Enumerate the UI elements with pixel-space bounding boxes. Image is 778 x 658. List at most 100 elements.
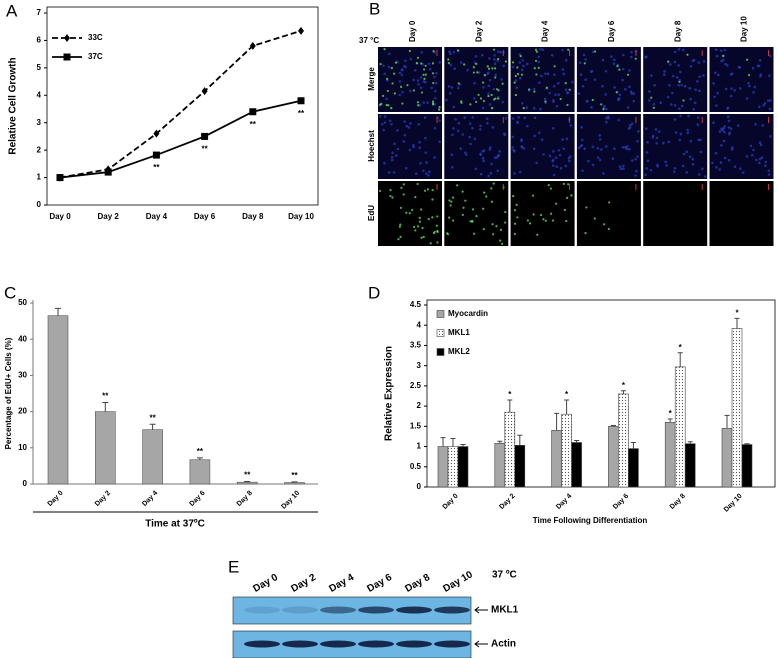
nucleus: [400, 68, 404, 72]
nucleus: [433, 75, 436, 79]
x-tick-label: Day 2: [98, 212, 120, 221]
nucleus: [553, 73, 556, 76]
edu-signal: [519, 55, 522, 58]
nucleus: [662, 141, 665, 145]
edu-signal: [399, 206, 402, 209]
band-label: Actin: [491, 639, 516, 650]
bar: [664, 421, 676, 488]
nucleus: [559, 166, 563, 170]
nucleus: [622, 53, 625, 57]
nucleus: [427, 62, 431, 66]
bar: [284, 482, 305, 485]
nucleus: [380, 122, 384, 126]
error-bar: [610, 425, 616, 427]
nucleus: [752, 90, 755, 94]
edu-signal: [432, 103, 435, 106]
nucleus: [417, 122, 421, 126]
error-bar: [497, 440, 503, 444]
edu-signal: [513, 209, 517, 212]
nucleus: [697, 61, 701, 64]
nucleus: [433, 126, 437, 130]
nucleus: [448, 92, 452, 95]
significance: **: [201, 145, 208, 154]
nucleus: [460, 61, 463, 64]
temperature: 37 °C: [359, 36, 379, 45]
edu-signal: [469, 220, 472, 223]
edu-signal: [475, 62, 478, 66]
legend-swatch: [436, 329, 445, 337]
nucleus: [617, 118, 621, 122]
nucleus: [471, 116, 474, 119]
nucleus: [457, 86, 460, 90]
nucleus: [769, 135, 772, 138]
edu-signal: [549, 212, 553, 215]
edu-signal: [378, 189, 382, 193]
significance: **: [102, 392, 109, 401]
nucleus: [625, 147, 629, 151]
nucleus: [497, 50, 500, 54]
nucleus: [628, 69, 631, 72]
data-point: [201, 132, 209, 140]
nucleus: [605, 120, 608, 124]
nucleus: [727, 119, 731, 123]
edu-signal: [447, 62, 450, 65]
nucleus: [419, 86, 423, 90]
micrograph: [510, 47, 575, 112]
edu-signal: [479, 97, 483, 100]
edu-signal: [495, 88, 499, 91]
nucleus: [548, 154, 552, 158]
significance: **: [291, 471, 298, 480]
nucleus: [487, 84, 491, 88]
bar: [731, 328, 743, 488]
nucleus: [513, 172, 516, 175]
edu-signal: [412, 225, 416, 229]
edu-signal: [451, 196, 455, 199]
micrograph: [444, 181, 509, 246]
data-point: [104, 168, 112, 176]
edu-signal: [422, 68, 426, 71]
edu-signal: [532, 213, 535, 216]
nucleus: [716, 91, 719, 95]
nucleus: [686, 128, 689, 132]
edu-signal: [399, 235, 402, 238]
edu-signal: [394, 61, 398, 64]
nucleus: [679, 70, 682, 74]
edu-signal: [427, 217, 430, 221]
y-tick-label: 20: [18, 407, 27, 416]
nucleus: [590, 106, 593, 109]
nucleus: [723, 125, 726, 128]
edu-signal: [566, 103, 569, 107]
edu-signal: [562, 182, 566, 185]
edu-signal: [383, 47, 386, 51]
nucleus: [673, 167, 677, 170]
nucleus: [494, 73, 497, 77]
nucleus: [415, 172, 418, 175]
nucleus: [613, 147, 616, 150]
nucleus: [634, 174, 637, 177]
nucleus: [418, 104, 422, 107]
nucleus: [533, 134, 536, 138]
data-point: [249, 41, 256, 50]
nucleus: [564, 164, 568, 168]
edu-signal: [534, 48, 538, 51]
data-point: [298, 26, 304, 35]
nucleus: [584, 58, 588, 61]
nucleus: [757, 105, 761, 109]
edu-signal: [483, 191, 486, 194]
nucleus: [591, 163, 595, 167]
edu-signal: [420, 91, 424, 94]
nucleus: [659, 101, 663, 105]
nucleus: [488, 78, 492, 82]
nucleus: [727, 126, 731, 129]
x-tick-label: Day 8: [669, 493, 687, 511]
nucleus: [490, 162, 493, 166]
nucleus: [390, 158, 394, 162]
edu-signal: [469, 103, 472, 106]
edu-signal: [393, 92, 396, 95]
x-tick-label: Day 4: [555, 493, 573, 511]
bar: [628, 448, 639, 488]
nucleus: [663, 70, 666, 73]
nucleus: [435, 71, 438, 75]
error-bar: [554, 412, 560, 431]
edu-signal: [475, 215, 478, 218]
